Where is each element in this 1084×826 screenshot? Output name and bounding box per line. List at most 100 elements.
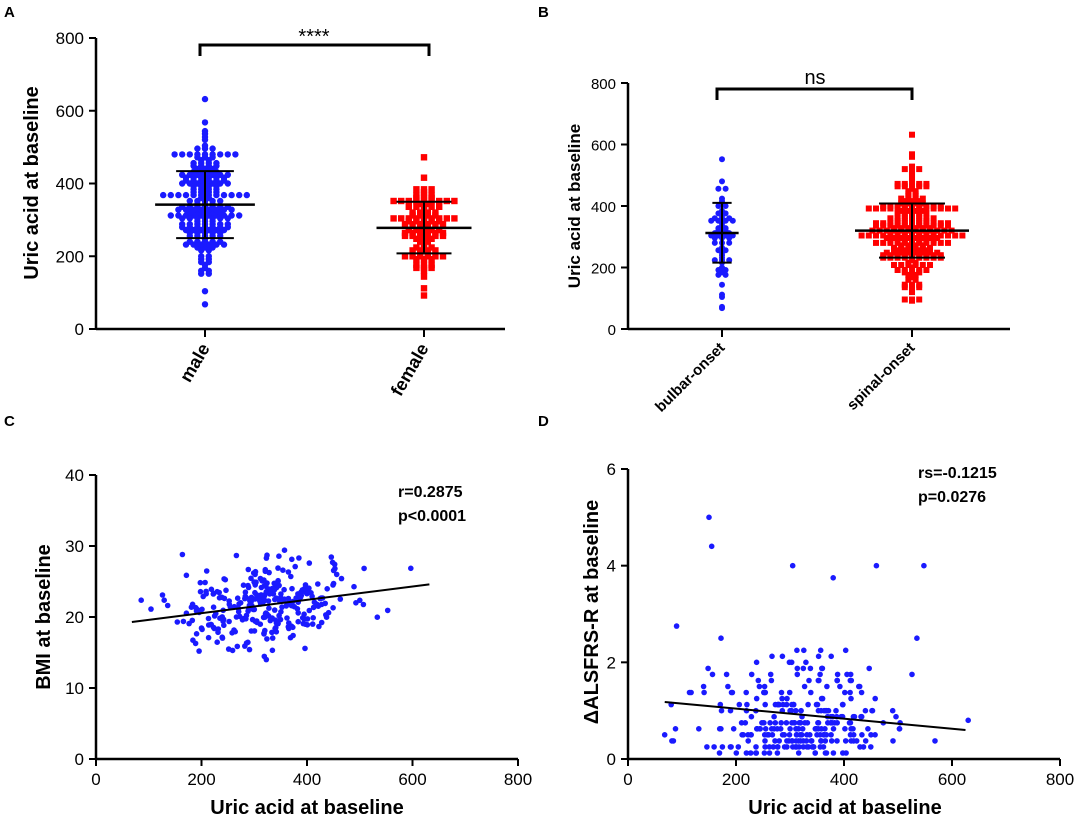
data-point-male [201,288,209,295]
y-tick-label: 30 [65,537,84,556]
data-point-spinal-onset [898,262,905,268]
data-point [804,720,811,726]
data-point-spinal-onset [887,230,894,237]
data-point [262,627,268,634]
data-point [772,720,779,726]
data-point-spinal-onset [916,252,923,259]
data-point [793,707,799,714]
data-point [767,671,774,678]
data-point-bulbar-onset [719,264,725,271]
y-tick-label: 10 [65,679,84,698]
data-point-male [201,142,209,149]
data-point [779,653,786,660]
data-point-spinal-onset [901,296,908,303]
data-point-female [413,256,420,263]
data-point [762,701,768,708]
data-point-spinal-onset [912,225,919,232]
data-point [771,726,777,732]
data-point-spinal-onset [894,267,901,273]
y-tick-label: 200 [56,247,84,266]
data-point [808,738,815,744]
data-point [808,689,814,696]
data-point [735,744,742,750]
data-point [896,726,903,732]
data-point [783,720,790,726]
data-point [790,744,796,750]
data-point [784,738,790,744]
data-point-spinal-onset [909,281,915,288]
data-point [225,646,232,652]
data-point [199,626,205,633]
data-point [846,720,853,726]
data-point-male [179,151,186,158]
data-point-female [409,209,416,216]
data-point [186,620,192,627]
data-point [183,572,190,579]
data-point [873,562,880,569]
data-point [309,621,316,627]
data-point-spinal-onset [916,247,923,254]
data-point [330,582,336,588]
panel-c-x-label: Uric acid at baseline [210,797,403,819]
data-point-spinal-onset [891,244,897,251]
data-point [789,701,795,708]
data-point-spinal-onset [927,235,933,241]
data-point [868,744,874,750]
data-point-female [432,247,439,254]
data-point [234,595,241,601]
data-point [775,701,781,708]
data-point-spinal-onset [930,230,937,237]
data-point [862,738,869,744]
data-point [819,665,826,672]
data-point [159,592,166,598]
data-point-spinal-onset [916,198,923,205]
data-point-male [198,253,205,260]
data-point-spinal-onset [891,249,897,256]
data-point-female [428,215,435,222]
data-point [786,732,793,738]
data-point-spinal-onset [901,237,908,244]
data-point [264,552,270,558]
data-point [794,665,801,672]
y-tick-label: 40 [65,466,84,485]
data-point [297,594,304,600]
data-point [374,614,381,620]
y-tick-label: 20 [65,608,84,627]
data-point-male [205,253,212,260]
data-point-female [439,221,447,228]
data-point-female [417,221,424,228]
data-point [226,618,232,625]
data-point [245,584,252,591]
x-tick-label: 200 [722,770,750,789]
data-point [214,639,220,645]
data-point-female [428,191,435,199]
data-point [333,571,340,578]
data-point [793,726,799,732]
x-tick-label: 400 [293,770,321,789]
data-point-female [420,273,428,280]
data-point [262,614,268,620]
panel-a-category-tick-male: male [176,340,214,386]
data-point [786,689,793,696]
data-point [252,589,258,596]
data-point-spinal-onset [930,220,937,227]
data-point-spinal-onset [923,203,930,209]
data-point [302,645,308,652]
data-point [745,732,751,738]
data-point [825,720,831,726]
data-point-spinal-onset [909,163,915,170]
data-point [847,732,854,738]
y-tick-label: 0 [75,320,84,339]
data-point [289,585,295,592]
data-point [711,744,717,750]
data-point [295,618,302,625]
data-point [242,589,249,595]
data-point [890,738,896,744]
panel-c-annotation-p: p<0.0001 [398,508,466,525]
data-point-male [213,159,220,167]
data-point [753,695,760,702]
data-point-spinal-onset [916,166,923,173]
data-point [188,604,195,610]
data-point [306,585,312,591]
data-point-spinal-onset [905,249,912,256]
